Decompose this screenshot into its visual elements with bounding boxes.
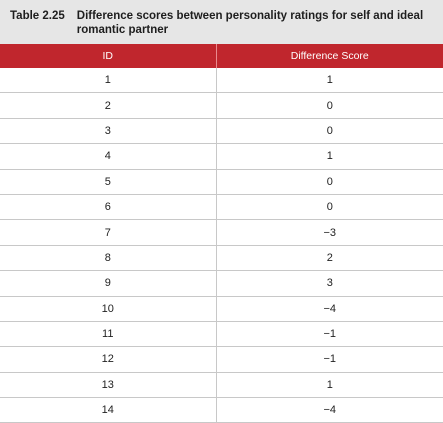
cell-difference-score: −4	[216, 397, 443, 423]
table-label: Table 2.25	[10, 10, 65, 22]
table-row: 11 −1	[0, 321, 443, 348]
table-row: 2 0	[0, 92, 443, 119]
table-row: 13 1	[0, 372, 443, 399]
cell-difference-score: −1	[216, 321, 443, 348]
cell-difference-score: −1	[216, 346, 443, 373]
table-title: Difference scores between personality ra…	[76, 10, 424, 36]
cell-difference-score: 2	[216, 245, 443, 272]
cell-difference-score: 0	[216, 118, 443, 145]
table-row: 1 1	[0, 68, 443, 94]
table-row: 12 −1	[0, 346, 443, 373]
cell-difference-score: 0	[216, 194, 443, 221]
table-row: 6 0	[0, 194, 443, 221]
table-row: 5 0	[0, 169, 443, 195]
cell-id: 13	[0, 372, 217, 399]
cell-id: 3	[0, 118, 217, 145]
cell-id: 9	[0, 270, 217, 297]
table-row: 10 −4	[0, 296, 443, 322]
table-header-row: ID Difference Score	[0, 44, 443, 68]
cell-difference-score: 0	[216, 92, 443, 119]
table-row: 8 2	[0, 245, 443, 272]
cell-difference-score: 1	[216, 68, 443, 94]
cell-id: 5	[0, 169, 217, 195]
column-header-difference-score: Difference Score	[216, 44, 443, 68]
difference-score-table: ID Difference Score 1 1 2 0 3 0 4 1 5	[0, 44, 443, 423]
cell-id: 1	[0, 68, 217, 94]
cell-difference-score: −4	[216, 296, 443, 322]
cell-id: 6	[0, 194, 217, 221]
cell-difference-score: −3	[216, 219, 443, 246]
cell-id: 12	[0, 346, 217, 373]
table-row: 3 0	[0, 118, 443, 145]
table-row: 9 3	[0, 270, 443, 297]
cell-difference-score: 1	[216, 143, 443, 170]
cell-difference-score: 1	[216, 372, 443, 399]
column-header-id: ID	[0, 44, 217, 68]
cell-id: 11	[0, 321, 217, 348]
table-row: 4 1	[0, 143, 443, 170]
table-row: 7 −3	[0, 219, 443, 246]
table-caption: Table 2.25 Difference scores between per…	[0, 0, 443, 44]
cell-id: 10	[0, 296, 217, 322]
cell-id: 4	[0, 143, 217, 170]
cell-id: 8	[0, 245, 217, 272]
cell-difference-score: 3	[216, 270, 443, 297]
cell-id: 7	[0, 219, 217, 246]
cell-difference-score: 0	[216, 169, 443, 195]
table-row: 14 −4	[0, 397, 443, 423]
cell-id: 14	[0, 397, 217, 423]
cell-id: 2	[0, 92, 217, 119]
